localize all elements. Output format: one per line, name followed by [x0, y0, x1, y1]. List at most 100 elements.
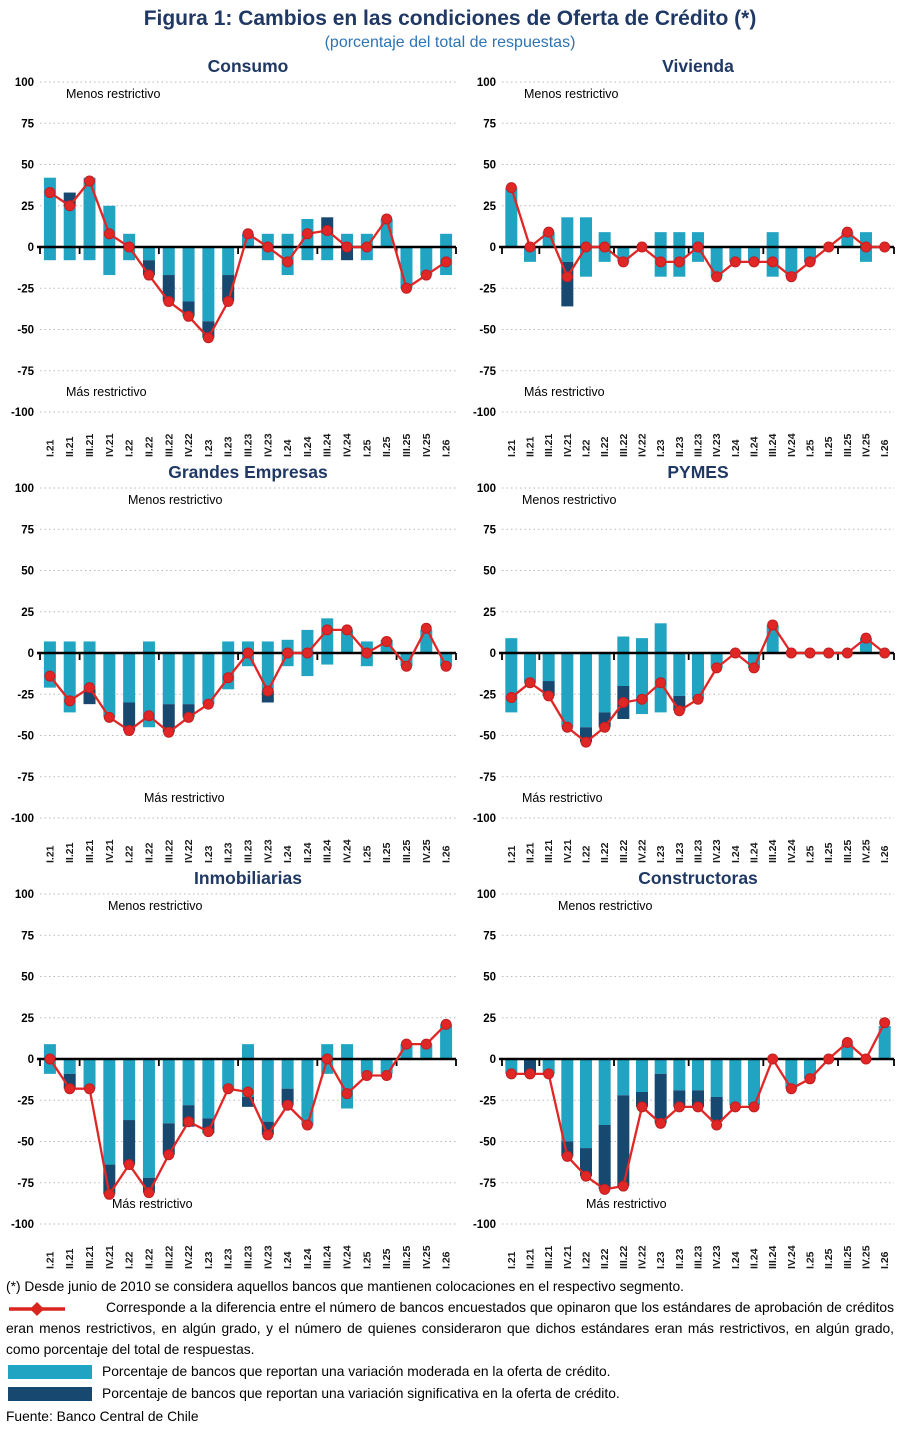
bar-moderate-neg: [580, 1059, 592, 1149]
net-marker: [301, 647, 313, 659]
mas-restrictivo-label: Más restrictivo: [66, 385, 147, 399]
x-category-label: II.25: [381, 1248, 393, 1269]
net-marker: [321, 225, 333, 236]
x-category-label: II.23: [223, 842, 235, 863]
bar-moderate-pos: [63, 205, 76, 247]
x-category-label: II.25: [381, 436, 393, 457]
net-marker: [123, 241, 135, 253]
net-marker: [222, 672, 234, 684]
net-marker: [729, 1101, 741, 1113]
bar-moderate-neg: [598, 653, 611, 713]
x-category-label: I.25: [361, 439, 373, 457]
net-marker: [617, 256, 629, 268]
x-category-label: IV.22: [637, 433, 649, 457]
bar-moderate-neg: [123, 1059, 136, 1121]
net-marker: [44, 187, 56, 199]
net-marker: [44, 1053, 56, 1065]
x-category-label: II.23: [223, 436, 235, 457]
bar-moderate-neg: [785, 1059, 798, 1089]
bar-significant-neg: [710, 1096, 723, 1122]
bar-moderate-neg: [692, 1059, 704, 1091]
net-marker: [785, 271, 797, 283]
bar-moderate-neg: [617, 653, 630, 686]
source-line: Fuente: Banco Central de Chile: [6, 1409, 199, 1424]
net-marker: [655, 256, 667, 268]
net-marker: [420, 1038, 432, 1050]
net-marker: [804, 1073, 816, 1085]
figure-title: Figura 1: Cambios en las condiciones de …: [143, 7, 757, 30]
x-category-label: II.22: [599, 436, 611, 457]
net-marker: [282, 256, 294, 268]
bar-moderate-neg: [505, 1059, 518, 1074]
net-marker: [440, 256, 452, 268]
bar-moderate-neg: [162, 247, 175, 276]
net-marker: [823, 1053, 835, 1065]
y-tick-label: 75: [21, 524, 34, 536]
bar-moderate-pos: [242, 641, 254, 653]
x-category-label: I.25: [805, 845, 817, 863]
y-tick-label: 75: [21, 118, 34, 130]
net-marker: [673, 256, 685, 268]
x-category-label: III.21: [84, 839, 96, 863]
net-marker: [879, 647, 891, 659]
net-marker: [617, 697, 629, 708]
x-category-label: II.22: [599, 1248, 611, 1269]
x-category-label: IV.24: [342, 433, 354, 457]
x-category-label: IV.21: [104, 1245, 116, 1269]
bar-significant-neg: [617, 1095, 630, 1187]
x-category-label: IV.23: [262, 433, 274, 457]
x-category-label: II.22: [143, 436, 155, 457]
bar-moderate-pos: [142, 641, 155, 653]
mas-restrictivo-label: Más restrictivo: [144, 791, 225, 805]
y-tick-label: -100: [11, 1219, 34, 1231]
net-marker: [381, 213, 393, 225]
bar-significant-neg: [598, 1125, 611, 1190]
y-tick-label: -75: [17, 1178, 34, 1190]
net-marker: [505, 692, 517, 704]
bar-moderate-neg: [580, 247, 592, 277]
net-marker: [222, 1083, 234, 1095]
chart-constructoras: Constructoras 100 75 50 25 0 -25 -50 -75 -100 Meno…: [466, 866, 900, 1272]
bar-moderate-neg: [505, 653, 518, 713]
net-marker: [163, 1149, 175, 1161]
net-marker: [505, 182, 517, 194]
x-category-label: IV.22: [637, 1245, 649, 1269]
x-category-label: III.21: [543, 1245, 555, 1269]
x-category-label: IV.24: [786, 839, 798, 863]
y-tick-label: 50: [483, 566, 496, 578]
net-marker: [361, 241, 373, 253]
x-category-label: IV.24: [786, 433, 798, 457]
net-marker: [711, 271, 723, 283]
net-marker: [103, 711, 115, 723]
x-category-label: II.22: [143, 842, 155, 863]
bar-moderate-pos: [654, 623, 667, 653]
bar-moderate-neg: [261, 1059, 274, 1122]
net-marker: [143, 1187, 155, 1199]
net-marker: [400, 282, 412, 294]
x-category-label: I.23: [203, 439, 215, 457]
net-marker: [580, 241, 592, 253]
y-tick-label: -50: [479, 731, 496, 743]
bar-significant-neg: [162, 704, 175, 733]
x-category-label: IV.21: [562, 433, 574, 457]
x-category-label: IV.22: [183, 839, 195, 863]
net-marker: [282, 1099, 294, 1111]
net-marker: [282, 647, 294, 659]
net-marker: [561, 271, 573, 283]
net-marker: [543, 1068, 555, 1080]
x-category-label: III.25: [842, 839, 854, 863]
bar-moderate-pos: [440, 1024, 453, 1059]
net-marker: [163, 726, 175, 738]
y-tick-label: 75: [483, 524, 496, 536]
bar-significant-neg: [654, 1073, 667, 1124]
x-category-label: II.24: [749, 842, 761, 863]
bar-moderate-pos: [301, 629, 314, 653]
bar-significant-neg: [123, 702, 136, 731]
net-marker: [163, 295, 175, 307]
x-category-label: IV.22: [637, 839, 649, 863]
mas-restrictivo-label: Más restrictivo: [586, 1197, 667, 1211]
x-category-label: IV.25: [421, 1245, 433, 1269]
bar-moderate-neg: [729, 1059, 742, 1106]
net-marker: [524, 1068, 536, 1080]
x-category-label: IV.25: [421, 433, 433, 457]
